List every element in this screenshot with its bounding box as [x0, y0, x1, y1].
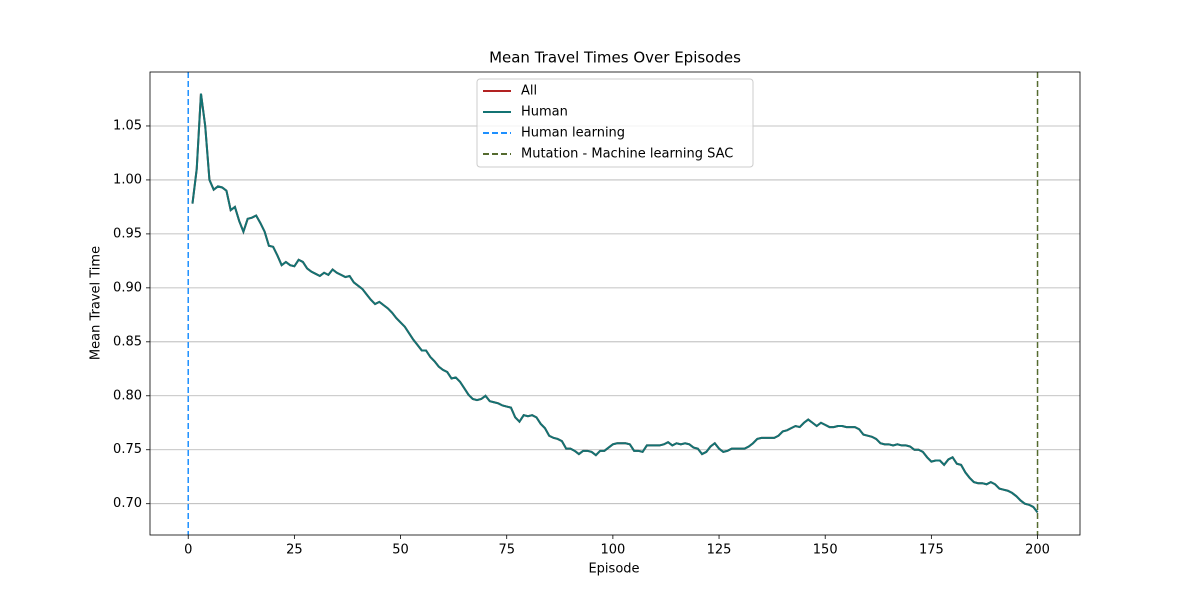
x-tick-label: 150	[813, 543, 838, 558]
y-tick-label: 0.75	[113, 442, 142, 457]
y-tick-label: 0.90	[113, 280, 142, 295]
legend-label: All	[521, 84, 537, 99]
chart-title: Mean Travel Times Over Episodes	[489, 49, 741, 67]
x-tick-label: 200	[1025, 543, 1050, 558]
x-tick-label: 0	[184, 543, 192, 558]
x-tick-label: 175	[919, 543, 944, 558]
y-tick-label: 1.00	[113, 172, 142, 187]
legend-label: Mutation - Machine learning SAC	[521, 147, 733, 162]
legend-box	[476, 78, 754, 168]
legend-label: Human learning	[521, 126, 625, 141]
y-tick-label: 1.05	[113, 118, 142, 133]
x-tick-label: 125	[707, 543, 732, 558]
plot-frame	[149, 71, 1081, 536]
x-tick-label: 75	[498, 543, 515, 558]
series-line	[191, 93, 1039, 513]
y-tick-label: 0.95	[113, 226, 142, 241]
x-tick-label: 25	[286, 543, 303, 558]
x-axis-label: Episode	[588, 562, 639, 577]
y-tick-label: 0.85	[113, 334, 142, 349]
y-tick-label: 0.70	[113, 496, 142, 511]
legend-label: Human	[521, 105, 568, 120]
x-tick-label: 50	[392, 543, 409, 558]
y-axis-label: Mean Travel Time	[89, 246, 104, 360]
x-tick-label: 100	[600, 543, 625, 558]
y-tick-label: 0.80	[113, 388, 142, 403]
